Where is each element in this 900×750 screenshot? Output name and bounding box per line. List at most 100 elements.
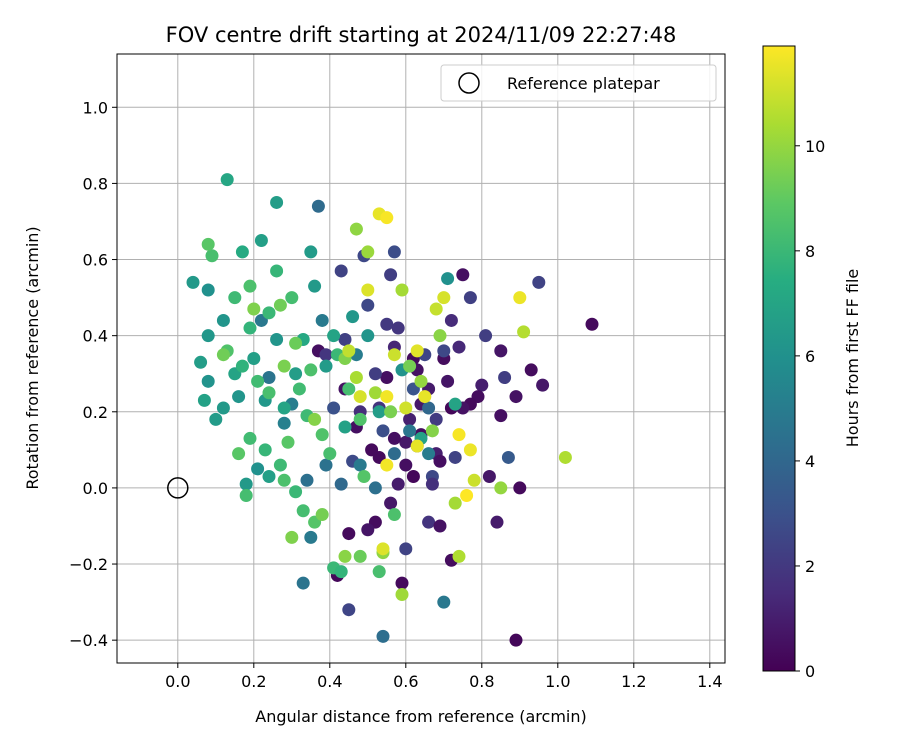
data-point	[403, 412, 417, 426]
data-point	[410, 344, 424, 358]
data-point	[452, 549, 466, 563]
data-point	[319, 348, 333, 362]
data-point	[444, 313, 458, 327]
colorbar-tick-label: 0	[805, 662, 815, 681]
data-point	[482, 469, 496, 483]
data-point	[319, 359, 333, 373]
data-point	[361, 329, 375, 343]
colorbar-tick-label: 2	[805, 557, 815, 576]
data-point	[384, 268, 398, 282]
data-point	[395, 576, 409, 590]
data-point	[296, 576, 310, 590]
y-tick-label: 0.2	[83, 403, 108, 422]
data-point	[311, 199, 325, 213]
data-point	[448, 450, 462, 464]
data-point	[395, 283, 409, 297]
data-point	[304, 530, 318, 544]
data-point	[387, 431, 401, 445]
x-axis-label: Angular distance from reference (arcmin)	[255, 707, 586, 726]
data-point	[243, 279, 257, 293]
colorbar-ticks: 0 2 4 6 8 10	[795, 137, 825, 681]
data-point	[479, 329, 493, 343]
data-point	[585, 317, 599, 331]
data-point	[429, 412, 443, 426]
data-point	[433, 519, 447, 533]
data-point	[384, 405, 398, 419]
data-point	[517, 325, 531, 339]
data-point	[380, 458, 394, 472]
data-point	[380, 371, 394, 385]
data-point	[513, 481, 527, 495]
reference-point-marker	[167, 477, 189, 499]
y-axis-label: Rotation from reference (arcmin)	[23, 226, 42, 489]
y-tick-label: 1.0	[83, 98, 108, 117]
x-tick-label: 0.6	[393, 672, 418, 691]
x-tick-label: 1.0	[545, 672, 570, 691]
data-point	[315, 508, 329, 522]
data-point	[372, 565, 386, 579]
chart-title: FOV centre drift starting at 2024/11/09 …	[166, 23, 677, 47]
x-tick-label: 1.4	[697, 672, 722, 691]
data-point	[558, 450, 572, 464]
plot-frame	[116, 53, 726, 664]
data-point	[334, 264, 348, 278]
data-point	[319, 458, 333, 472]
data-point	[277, 416, 291, 430]
data-point	[452, 428, 466, 442]
data-point	[387, 348, 401, 362]
data-point	[270, 195, 284, 209]
data-point	[285, 530, 299, 544]
data-point	[194, 355, 208, 369]
data-point	[357, 469, 371, 483]
data-point	[494, 344, 508, 358]
data-point	[361, 298, 375, 312]
y-tick-label: −0.4	[69, 631, 108, 650]
data-point	[262, 386, 276, 400]
data-point	[342, 344, 356, 358]
data-point	[216, 313, 230, 327]
data-point	[270, 264, 284, 278]
data-point	[277, 359, 291, 373]
data-point	[262, 306, 276, 320]
data-point	[368, 481, 382, 495]
data-point	[201, 237, 215, 251]
colorbar-tick-label: 6	[805, 347, 815, 366]
data-point	[239, 477, 253, 491]
data-point	[463, 443, 477, 457]
data-point	[289, 336, 303, 350]
data-point	[380, 390, 394, 404]
data-point	[273, 458, 287, 472]
data-point	[475, 378, 489, 392]
y-axis: −0.4 −0.2 0.0 0.2 0.4 0.6 0.8 1.0	[69, 98, 117, 650]
data-point	[384, 496, 398, 510]
data-point	[342, 382, 356, 396]
data-point	[308, 279, 322, 293]
legend-marker-open-circle	[458, 72, 480, 94]
colorbar-gradient	[762, 45, 796, 672]
data-point	[452, 340, 466, 354]
data-point	[460, 489, 474, 503]
data-point	[433, 454, 447, 468]
data-point	[315, 313, 329, 327]
data-point	[239, 489, 253, 503]
data-point	[323, 447, 337, 461]
data-point	[353, 549, 367, 563]
data-point	[376, 542, 390, 556]
data-point	[368, 367, 382, 381]
colorbar-tick-label: 10	[805, 137, 825, 156]
data-point	[391, 321, 405, 335]
colorbar: 0 2 4 6 8 10 Hours from first FF file	[762, 45, 862, 681]
y-tick-label: 0.8	[83, 174, 108, 193]
data-point	[403, 359, 417, 373]
data-point	[509, 633, 523, 647]
data-point	[494, 409, 508, 423]
data-point	[243, 321, 257, 335]
data-point	[353, 412, 367, 426]
data-point	[425, 424, 439, 438]
data-point	[216, 348, 230, 362]
legend-label: Reference platepar	[507, 74, 660, 93]
data-point	[262, 469, 276, 483]
data-point	[270, 332, 284, 346]
data-point	[532, 275, 546, 289]
